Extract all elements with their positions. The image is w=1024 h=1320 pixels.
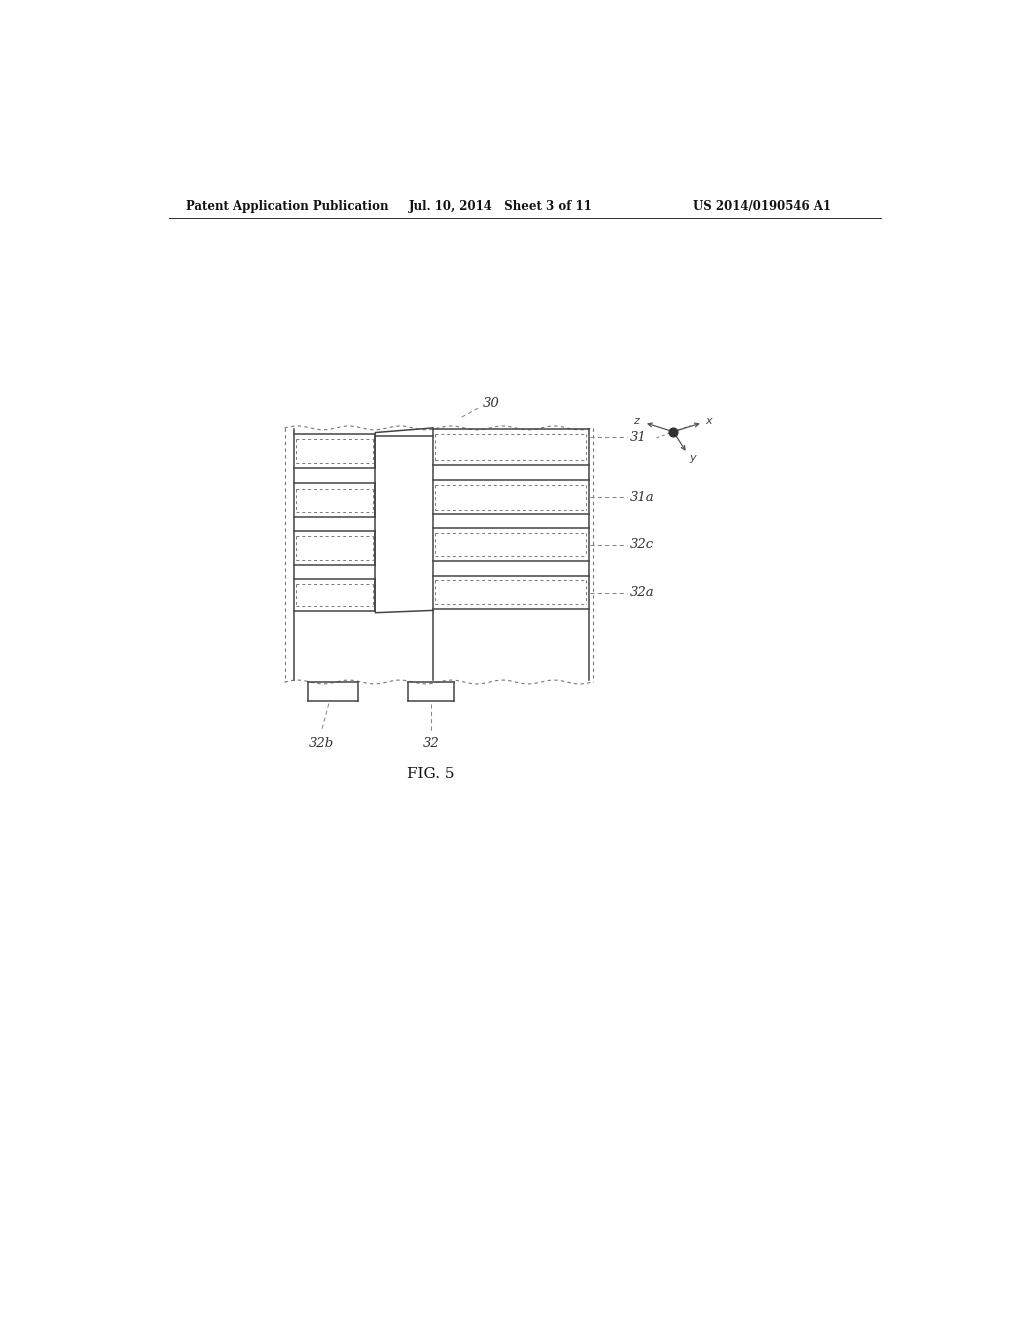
Text: y: y — [689, 453, 695, 463]
Text: 32: 32 — [423, 737, 439, 750]
Text: x: x — [705, 416, 712, 426]
Text: Patent Application Publication: Patent Application Publication — [186, 199, 388, 213]
Text: 31a: 31a — [630, 491, 654, 504]
Text: Jul. 10, 2014   Sheet 3 of 11: Jul. 10, 2014 Sheet 3 of 11 — [410, 199, 593, 213]
Text: 32b: 32b — [308, 737, 334, 750]
Text: 31: 31 — [630, 430, 646, 444]
Text: z: z — [634, 416, 639, 426]
Text: US 2014/0190546 A1: US 2014/0190546 A1 — [692, 199, 830, 213]
Text: FIG. 5: FIG. 5 — [408, 767, 455, 781]
Text: 30: 30 — [483, 397, 500, 409]
Text: 32a: 32a — [630, 586, 654, 599]
Text: 32c: 32c — [630, 539, 653, 552]
